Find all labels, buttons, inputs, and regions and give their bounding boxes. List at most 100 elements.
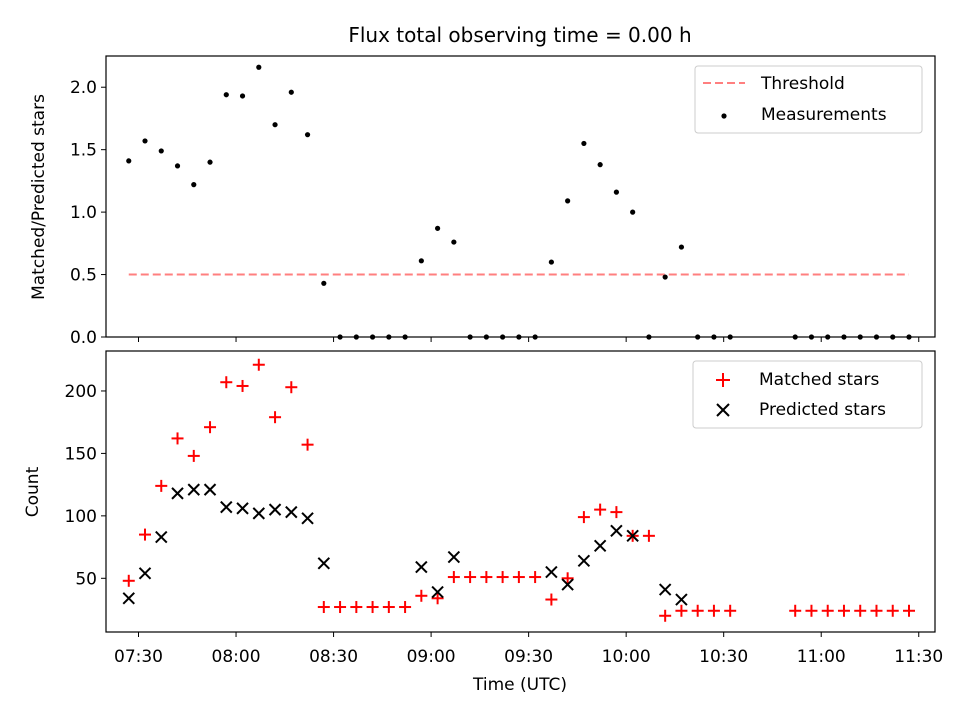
measurement-point <box>548 259 554 265</box>
matched-star-point <box>155 479 168 492</box>
matched-star-point <box>252 358 265 371</box>
measurement-point <box>158 148 164 154</box>
matched-star-point <box>204 421 217 434</box>
figure-title: Flux total observing time = 0.00 h <box>348 23 691 47</box>
matched-star-point <box>512 571 525 584</box>
top-legend-box <box>694 65 923 134</box>
legend-threshold-label: Threshold <box>760 74 845 94</box>
predicted-star-point <box>138 567 152 580</box>
bottom-y-tick-label: 100 <box>65 507 97 527</box>
bottom-legend: Matched stars Predicted stars <box>692 360 923 429</box>
matched-star-point <box>334 601 347 614</box>
bottom-y-tick-label: 50 <box>75 569 97 589</box>
matched-star-point <box>236 379 249 392</box>
measurement-point <box>451 239 457 245</box>
bottom-x-tick-label: 08:30 <box>309 647 358 667</box>
bottom-plot-area <box>122 358 915 622</box>
matched-star-point <box>805 604 818 617</box>
top-panel: 0.00.51.01.52.0 Matched/Predicted stars … <box>29 55 936 348</box>
bottom-axes-frame <box>105 350 936 633</box>
predicted-star-point <box>610 524 623 538</box>
matched-star-point <box>659 609 672 622</box>
measurement-point <box>304 132 311 138</box>
top-y-axis-label: Matched/Predicted stars <box>29 94 49 300</box>
predicted-star-point <box>447 550 461 564</box>
matched-star-point <box>447 571 460 584</box>
predicted-star-point <box>593 539 607 553</box>
top-y-axis: 0.0 0.5 1.0 1.5 2.0 <box>70 78 106 348</box>
measurement-point <box>239 93 246 99</box>
predicted-star-point <box>220 500 233 514</box>
legend-matched-swatch <box>716 373 730 387</box>
matched-star-point <box>187 449 200 462</box>
matched-star-point <box>642 529 655 542</box>
matched-star-point <box>724 604 737 617</box>
matched-star-point <box>675 604 688 617</box>
predicted-star-point <box>577 554 591 568</box>
matched-star-point <box>464 571 477 584</box>
matched-star-point <box>220 376 233 389</box>
matched-star-point <box>902 604 915 617</box>
top-y-tick-label: 0.0 <box>70 328 97 348</box>
x-axis-label: Time (UTC) <box>472 675 567 695</box>
matched-star-point <box>561 572 574 585</box>
matched-star-point <box>122 574 135 587</box>
matched-star-point <box>886 604 899 617</box>
predicted-star-point <box>122 592 135 605</box>
measurement-point <box>630 209 636 215</box>
predicted-star-point <box>301 512 314 525</box>
predicted-star-point <box>626 529 639 543</box>
bottom-x-tick-label: 09:30 <box>504 647 553 667</box>
predicted-star-point <box>252 507 266 520</box>
measurement-point <box>288 89 294 95</box>
matched-star-point <box>317 601 330 614</box>
measurement-point <box>174 163 181 169</box>
predicted-star-point <box>317 557 331 570</box>
measurement-point <box>126 158 132 164</box>
bottom-y-tick-label: 200 <box>65 382 97 402</box>
bottom-x-tick-label: 11:30 <box>894 647 943 667</box>
predicted-star-point <box>415 560 428 574</box>
bottom-x-tick-label: 10:00 <box>602 647 651 667</box>
predicted-star-point <box>545 565 558 579</box>
predicted-star-point <box>675 593 688 606</box>
top-axes-frame <box>105 55 936 338</box>
legend-predicted-label: Predicted stars <box>759 400 886 420</box>
bottom-x-tick-label: 11:00 <box>797 647 846 667</box>
top-legend: Threshold Measurements <box>694 65 923 134</box>
predicted-star-point <box>236 502 249 515</box>
measurement-point <box>207 159 213 165</box>
bottom-x-tick-label: 09:00 <box>407 647 456 667</box>
matched-star-point <box>269 411 282 424</box>
predicted-star-point <box>268 503 282 516</box>
measurement-point <box>678 244 685 250</box>
measurement-point <box>256 64 262 70</box>
bottom-legend-box <box>692 360 923 429</box>
matched-star-point <box>382 601 395 614</box>
bottom-x-tick-label: 07:30 <box>114 647 163 667</box>
matched-star-point <box>707 604 720 617</box>
bottom-y-axis-label: Count <box>23 466 43 517</box>
predicted-star-point <box>431 585 444 599</box>
matched-star-point <box>431 592 444 605</box>
legend-measurements-label: Measurements <box>761 105 887 125</box>
matched-star-point <box>285 381 298 394</box>
predicted-star-point <box>203 483 217 496</box>
predicted-star-point <box>658 583 672 596</box>
top-y-tick-label: 1.0 <box>70 203 97 223</box>
measurement-point <box>435 225 441 231</box>
measurement-point <box>223 92 229 98</box>
predicted-star-point <box>187 483 200 496</box>
measurement-point <box>191 182 197 188</box>
predicted-star-point <box>285 505 298 519</box>
matched-star-point <box>545 593 558 606</box>
matched-star-point <box>691 604 704 617</box>
matched-star-point <box>171 432 184 445</box>
matched-star-point <box>821 604 834 617</box>
matched-star-point <box>854 604 867 617</box>
matched-star-point <box>610 506 623 519</box>
measurement-point <box>142 138 148 144</box>
matched-star-point <box>399 601 412 614</box>
matched-star-point <box>350 601 363 614</box>
